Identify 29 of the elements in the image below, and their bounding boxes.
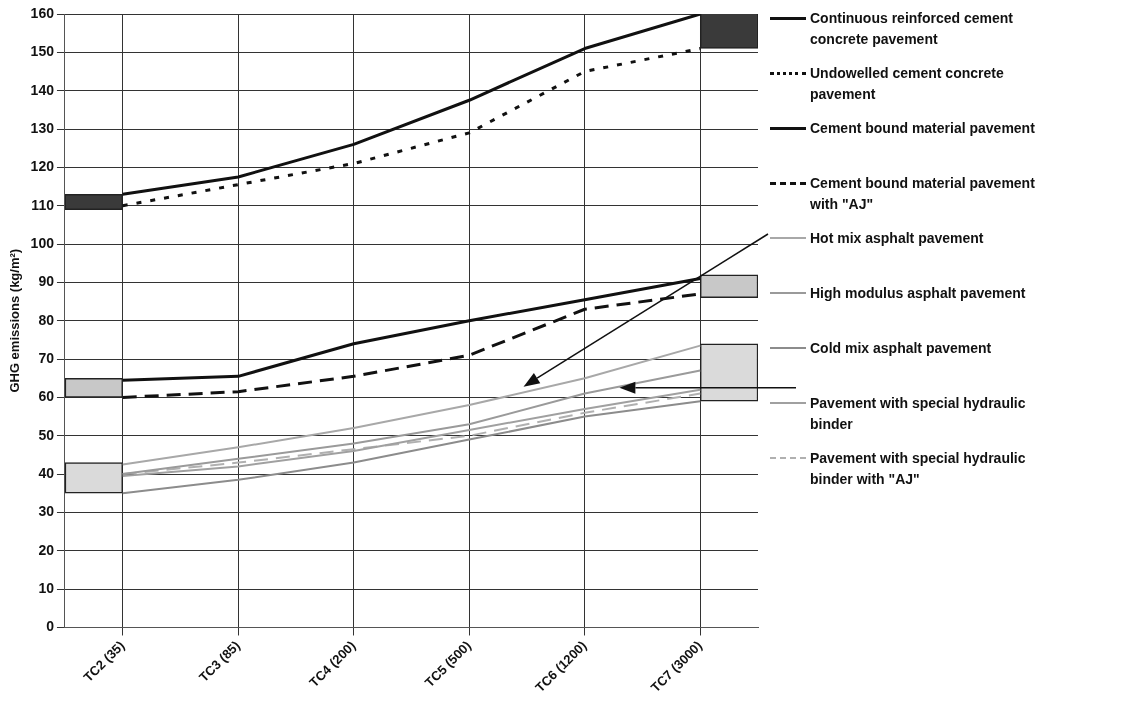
y-tick-label: 90 <box>38 273 55 290</box>
y-tick-label: 150 <box>30 43 55 60</box>
y-tick-label: 60 <box>38 388 55 405</box>
legend-label: Continuous reinforced cement concrete pavement <box>810 9 1015 49</box>
legend-label: Cold mix asphalt pavement <box>810 339 992 358</box>
y-tick-label: 20 <box>38 541 55 558</box>
y-tick-label: 40 <box>38 464 55 481</box>
y-tick-label: 140 <box>30 81 55 98</box>
y-tick-label: 160 <box>30 4 55 21</box>
y-tick-label: 0 <box>46 618 55 635</box>
legend-label: Pavement with special hydraulic binder <box>810 394 1027 434</box>
y-tick-label: 80 <box>38 311 55 328</box>
y-tick-label: 10 <box>38 579 55 596</box>
legend-label: Pavement with special hydraulic binder with "AJ" <box>810 449 1027 489</box>
y-tick-label: 130 <box>30 119 55 136</box>
x-tick-label: TC3 (85) <box>195 638 243 685</box>
legend-label: Undowelled cement concrete pavement <box>810 64 1005 104</box>
y-tick-label: 50 <box>38 426 55 443</box>
legend-label: Cement bound material pavement with "AJ" <box>810 174 1036 214</box>
y-axis-title: GHG emissions (kg/m²) <box>7 248 23 393</box>
y-tick-label: 100 <box>30 234 55 251</box>
legend-label: High modulus asphalt pavement <box>810 284 1026 303</box>
x-tick-label: TC2 (35) <box>80 638 128 685</box>
y-tick-label: 110 <box>31 196 55 213</box>
legend-label: Hot mix asphalt pavement <box>810 229 984 248</box>
y-tick-label: 30 <box>38 503 55 520</box>
legend-label: Cement bound material pavement <box>810 119 1035 138</box>
y-tick-label: 70 <box>38 349 55 366</box>
y-tick-label: 120 <box>30 158 55 175</box>
